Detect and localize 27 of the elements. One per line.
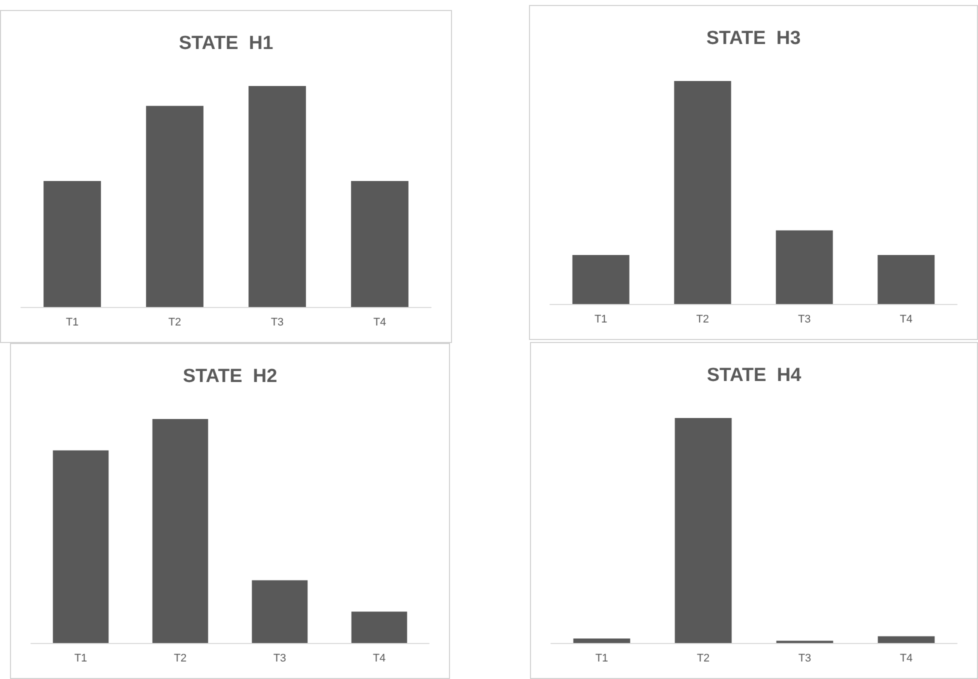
x-tick-label: T2 — [696, 652, 710, 664]
bar — [152, 419, 208, 643]
x-tick-label: T3 — [798, 314, 811, 326]
chart-title: STATE H4 — [706, 365, 802, 386]
chart-title: STATE H1 — [178, 33, 274, 54]
x-tick-label: T3 — [270, 316, 284, 328]
x-tick-label: T4 — [900, 652, 913, 664]
x-tick-label: T1 — [74, 652, 88, 664]
x-tick-label: T3 — [798, 652, 812, 664]
chart-title: STATE H3 — [706, 28, 801, 49]
bar — [351, 612, 408, 643]
x-tick-label: T2 — [696, 314, 710, 326]
x-tick-label: T1 — [594, 314, 608, 326]
x-tick-label: T4 — [373, 316, 386, 328]
chart-title: STATE H2 — [182, 366, 278, 387]
x-tick-label: T4 — [900, 314, 913, 326]
x-tick-label: T3 — [273, 652, 286, 664]
x-tick-label: T1 — [595, 652, 608, 664]
bar — [52, 450, 109, 643]
x-tick-label: T4 — [372, 652, 386, 664]
bar — [573, 638, 630, 643]
x-tick-label: T1 — [66, 316, 79, 328]
bar — [674, 418, 732, 643]
x-tick-label: T2 — [174, 652, 187, 664]
bar — [252, 580, 308, 643]
bar — [878, 636, 935, 643]
x-tick-label: T2 — [168, 316, 182, 328]
